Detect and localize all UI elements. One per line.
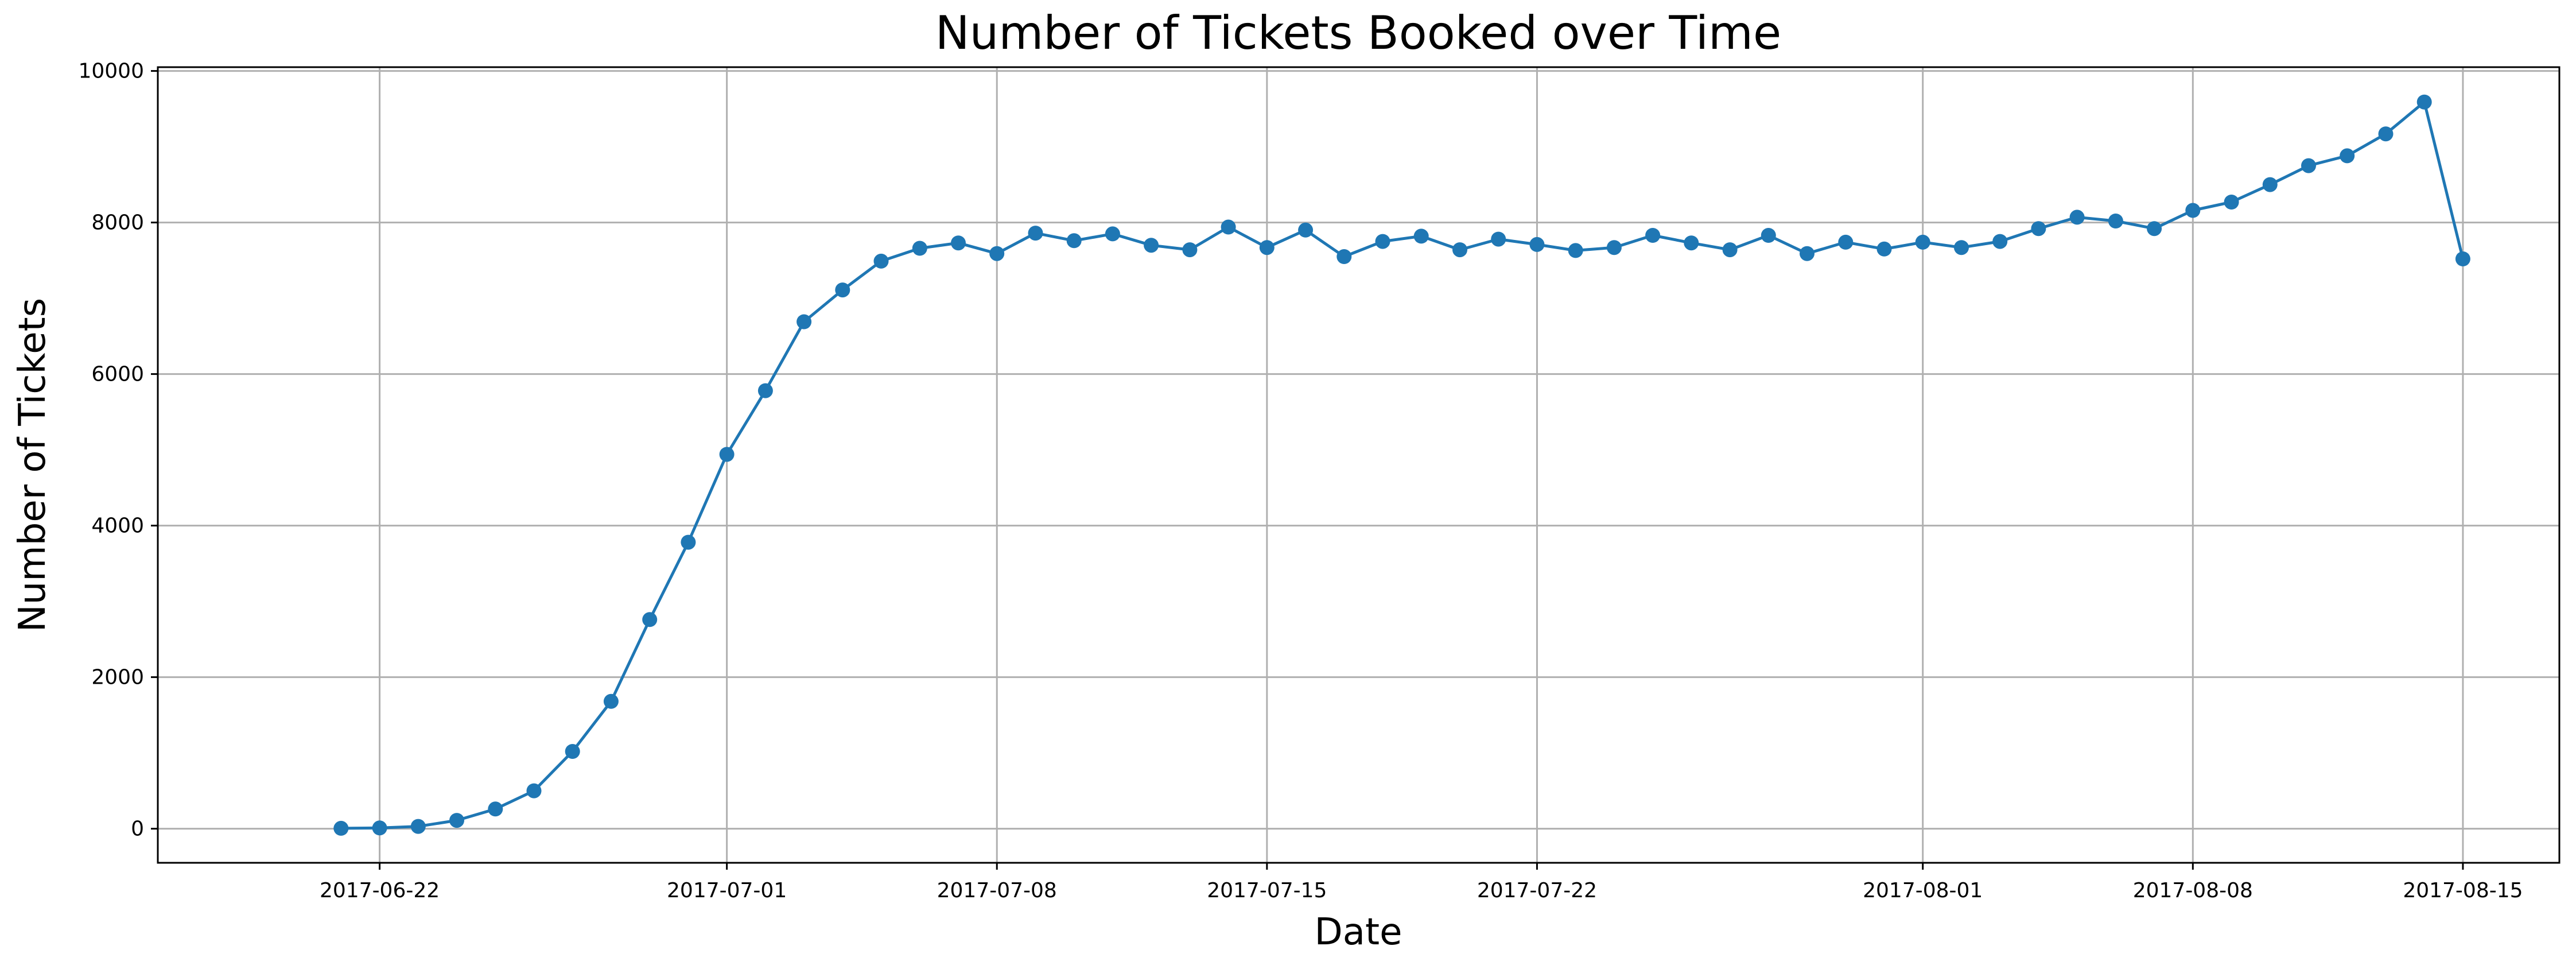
data-point bbox=[989, 246, 1005, 261]
data-point bbox=[1336, 249, 1352, 264]
data-point bbox=[1992, 234, 2008, 249]
data-point bbox=[1761, 228, 1776, 243]
y-tick-label: 2000 bbox=[91, 666, 144, 689]
data-point bbox=[2224, 195, 2239, 210]
data-point bbox=[1876, 241, 1892, 257]
data-point bbox=[2340, 148, 2355, 164]
data-point bbox=[2416, 94, 2432, 110]
data-point bbox=[951, 235, 966, 251]
x-tick-label: 2017-07-22 bbox=[1477, 879, 1597, 902]
data-point bbox=[1915, 234, 1930, 250]
data-point bbox=[1413, 228, 1429, 244]
data-point bbox=[1259, 240, 1275, 255]
data-point bbox=[1452, 242, 1467, 258]
data-point bbox=[2455, 251, 2470, 266]
data-point bbox=[1221, 219, 1236, 235]
data-point bbox=[719, 447, 735, 462]
data-point bbox=[1645, 228, 1661, 243]
x-axis-title: Date bbox=[1315, 911, 1402, 954]
data-point bbox=[449, 813, 464, 828]
data-point bbox=[1684, 235, 1699, 251]
y-tick-label: 6000 bbox=[91, 363, 144, 386]
y-tick-label: 4000 bbox=[91, 514, 144, 538]
data-point bbox=[873, 253, 889, 269]
x-tick-label: 2017-07-08 bbox=[937, 879, 1057, 902]
data-point bbox=[1606, 240, 1622, 255]
data-point bbox=[1838, 234, 1854, 250]
data-point bbox=[2069, 210, 2085, 225]
data-point bbox=[796, 314, 812, 330]
data-point bbox=[1568, 243, 1583, 258]
data-point bbox=[2147, 221, 2162, 237]
y-axis-title: Number of Tickets bbox=[11, 298, 54, 632]
grid-lines bbox=[158, 67, 2559, 863]
data-point bbox=[2185, 203, 2201, 218]
x-tick-label: 2017-07-15 bbox=[1207, 879, 1327, 902]
data-point bbox=[2031, 221, 2046, 237]
data-point bbox=[1144, 238, 1159, 253]
data-point bbox=[372, 820, 387, 836]
x-tick-label: 2017-08-01 bbox=[1863, 879, 1983, 902]
chart-title: Number of Tickets Booked over Time bbox=[935, 6, 1781, 60]
data-point bbox=[1491, 231, 1506, 247]
data-point bbox=[1529, 237, 1545, 252]
data-point bbox=[681, 534, 696, 550]
y-tick-label: 10000 bbox=[78, 60, 144, 83]
data-point bbox=[1800, 246, 1815, 261]
data-point bbox=[1028, 226, 1043, 241]
data-point bbox=[1722, 242, 1738, 258]
data-point bbox=[757, 383, 773, 398]
data-point bbox=[1182, 242, 1198, 258]
x-tick-label: 2017-07-01 bbox=[667, 879, 787, 902]
data-point bbox=[410, 819, 426, 834]
data-point bbox=[1105, 226, 1120, 242]
data-point bbox=[2378, 126, 2394, 142]
y-tick-label: 0 bbox=[131, 817, 144, 841]
data-point bbox=[2301, 158, 2316, 173]
ticks-layer: 0 2000 4000 6000 8000 10000 2017-06-22 2017-07-… bbox=[78, 60, 2523, 902]
y-tick-label: 8000 bbox=[91, 211, 144, 235]
data-point bbox=[488, 801, 503, 817]
x-tick-label: 2017-06-22 bbox=[320, 879, 440, 902]
plot-frame bbox=[157, 66, 2561, 864]
data-point bbox=[1298, 222, 1314, 238]
series-layer bbox=[333, 94, 2470, 836]
data-point bbox=[2108, 214, 2123, 228]
data-point bbox=[1066, 233, 1082, 249]
x-tick-label: 2017-08-08 bbox=[2133, 879, 2253, 902]
data-point bbox=[912, 241, 927, 256]
data-point bbox=[1954, 240, 1969, 255]
data-point bbox=[2262, 177, 2278, 192]
data-point bbox=[1375, 234, 1390, 249]
x-tick-label: 2017-08-15 bbox=[2403, 879, 2523, 902]
data-point bbox=[603, 693, 619, 709]
data-point bbox=[565, 744, 580, 759]
data-point bbox=[526, 783, 542, 799]
data-point bbox=[333, 820, 349, 836]
data-point bbox=[642, 612, 658, 627]
data-point bbox=[835, 282, 850, 298]
